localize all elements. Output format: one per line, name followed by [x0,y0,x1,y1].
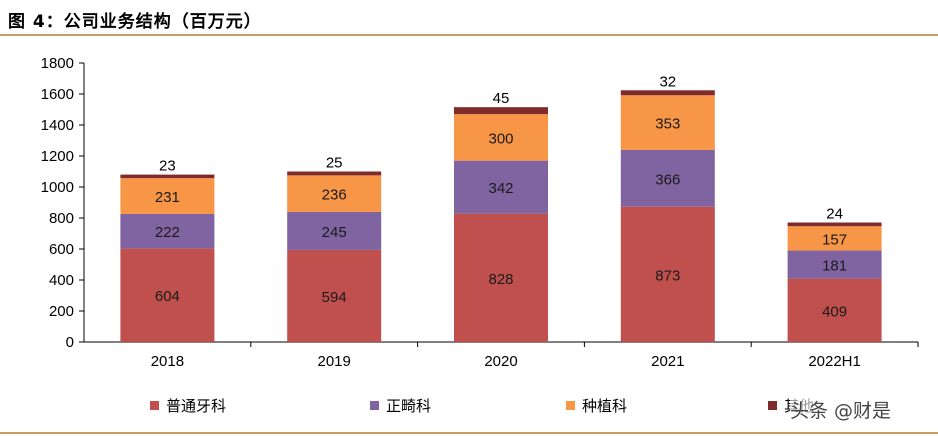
x-tick-label: 2021 [651,353,684,370]
bar-segment [287,171,382,176]
data-label: 45 [493,90,510,107]
legend-swatch [566,401,575,410]
y-tick-label: 0 [66,334,74,351]
x-tick-label: 2022H1 [808,353,861,370]
y-tick-label: 800 [49,210,74,227]
data-label: 24 [826,205,843,222]
bar-segment [454,213,548,342]
bar-segment [620,149,715,207]
top-rule [0,34,938,36]
bar-segment [787,278,882,342]
data-label: 828 [488,271,513,288]
bar-segment [620,206,715,342]
data-label: 353 [655,116,680,133]
watermark: 头条 @财是 [790,396,892,423]
bar-segment [120,174,215,179]
data-label: 236 [322,187,347,204]
data-label: 157 [822,231,847,248]
data-label: 873 [655,267,680,284]
x-tick-label: 2019 [318,353,351,370]
bar-segment [787,226,882,251]
data-label: 604 [155,288,180,305]
bar-segment [787,222,882,227]
bars [120,90,882,342]
bar-segment [120,178,215,214]
y-tick-label: 400 [49,272,74,289]
y-tick-label: 600 [49,241,74,258]
bar-segment [454,107,548,115]
data-label: 181 [822,258,847,275]
bar-segment [120,248,215,342]
bar-segment [787,250,882,279]
legend-swatch [150,401,159,410]
legend-label: 普通牙科 [166,397,226,415]
data-label: 594 [322,289,347,306]
bar-segment [454,160,548,214]
x-axis: 2018 2019 2020 2021 2022H1 [84,341,919,370]
legend-label: 正畸科 [386,397,431,415]
bar-segment [287,175,382,212]
bar-segment [454,114,548,161]
y-tick-label: 200 [49,303,74,320]
data-label: 366 [655,171,680,188]
legend: 普通牙科正畸科种植科其他 [150,397,814,415]
y-tick-label: 1200 [41,148,74,165]
data-label: 32 [659,73,676,90]
x-tick-label: 2018 [151,353,184,370]
bar-segment [620,90,715,96]
data-labels: 604 222 231 23 594 245 236 25 828 342 300 45 873 366 3… [155,73,847,320]
legend-swatch [768,401,777,410]
bar-segment [620,95,715,150]
y-axis: 0 200 400 600 800 1000 1200 1400 1600 1800 [41,55,85,351]
legend-label: 种植科 [582,397,627,415]
bar-segment [287,249,382,342]
data-label: 231 [155,189,180,206]
data-label: 245 [322,224,347,241]
y-tick-label: 1000 [41,179,74,196]
data-label: 342 [488,180,513,197]
data-label: 222 [155,224,180,241]
y-tick-label: 1400 [41,117,74,134]
y-tick-label: 1800 [41,55,74,72]
data-label: 23 [159,158,176,175]
data-label: 25 [326,155,343,172]
x-tick-label: 2020 [484,353,517,370]
y-tick-label: 1600 [41,86,74,103]
bottom-rule [0,432,938,434]
chart-title: 图 4：公司业务结构（百万元） [8,12,262,32]
bar-segment [287,211,382,250]
bar-segment [120,213,215,249]
data-label: 409 [822,303,847,320]
legend-swatch [370,401,379,410]
data-label: 300 [488,130,513,147]
title-bar: 图 4：公司业务结构（百万元） [0,0,938,34]
